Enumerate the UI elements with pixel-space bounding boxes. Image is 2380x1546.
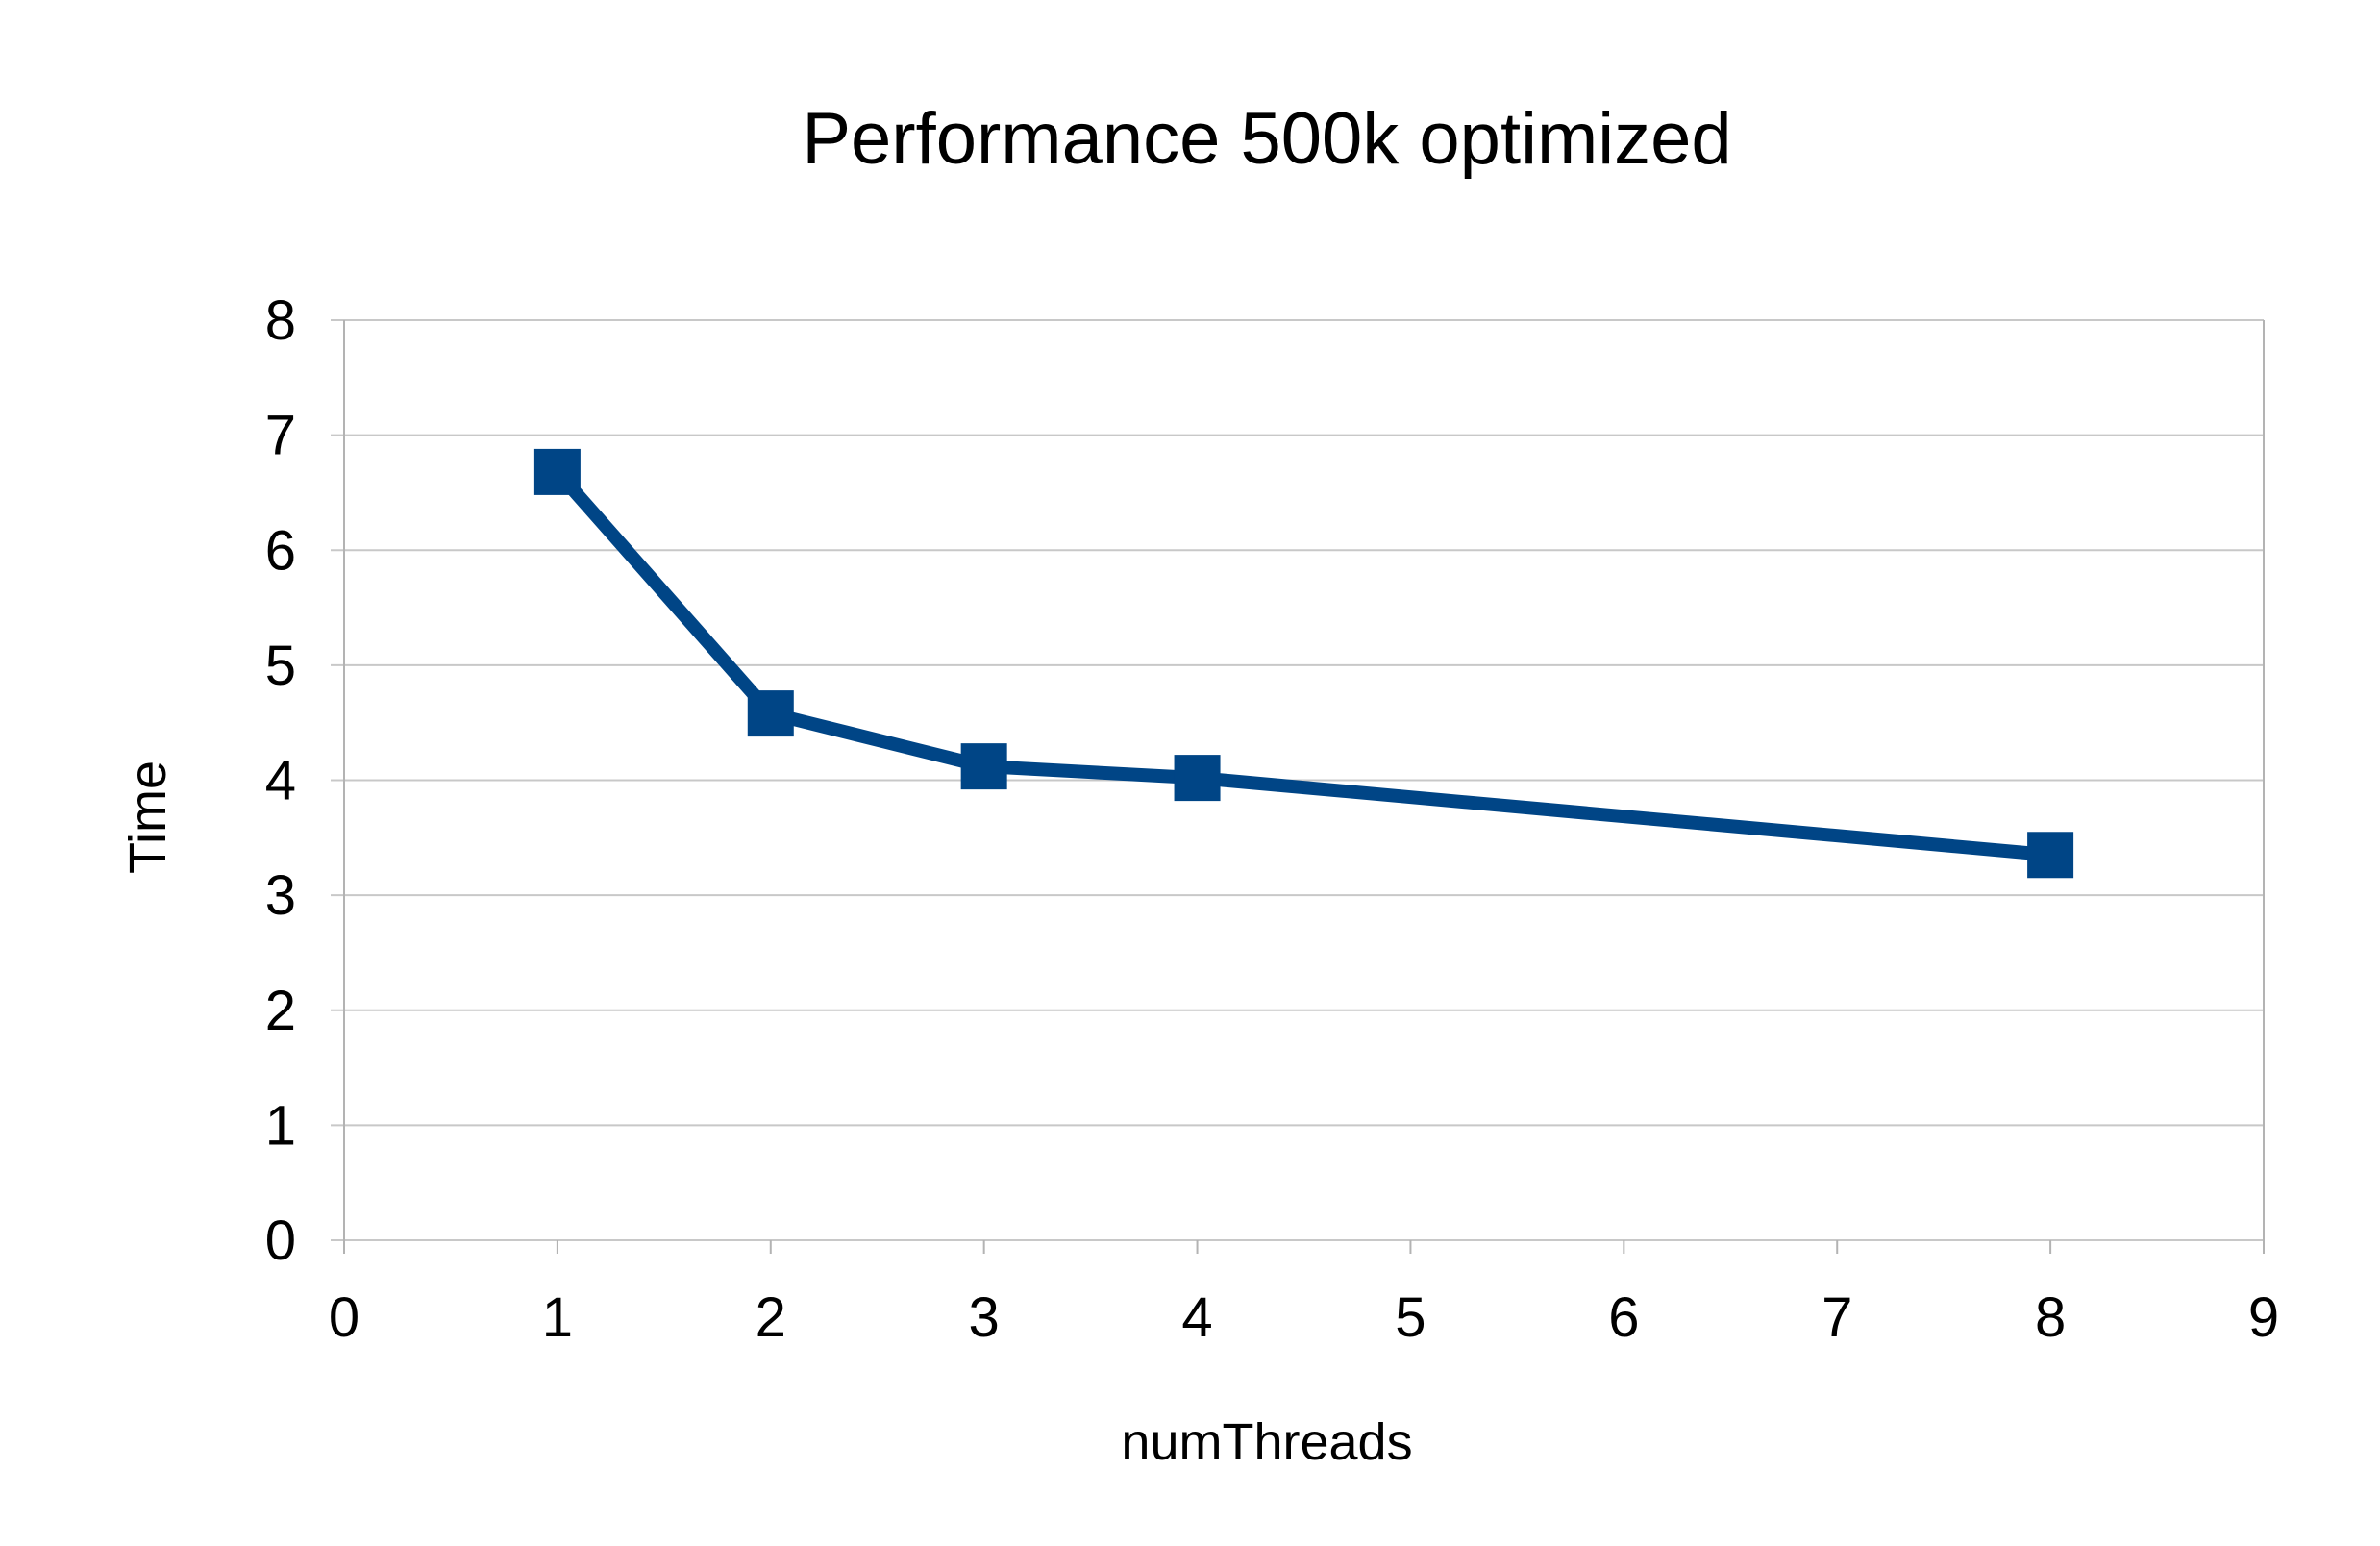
y-tick-label: 8 [265,289,296,352]
x-tick-label: 9 [2248,1286,2279,1349]
chart-title: Performance 500k optimized [802,98,1731,180]
x-axis-ticks: 0 1 2 3 4 5 6 7 8 9 [329,1286,2279,1349]
data-point-marker [533,448,581,495]
x-tick-label: 2 [756,1286,786,1349]
y-tick-label: 2 [265,980,296,1042]
x-tick-label: 0 [329,1286,359,1349]
axes [343,320,2265,1254]
data-point-marker [1174,755,1221,802]
y-tick-label: 7 [265,405,296,467]
data-series [533,448,2074,879]
x-tick-label: 7 [1822,1286,1852,1349]
y-tick-label: 6 [265,519,296,582]
x-tick-label: 4 [1181,1286,1212,1349]
y-tick-label: 3 [265,864,296,927]
x-tick-label: 3 [969,1286,1000,1349]
y-tick-label: 0 [265,1209,296,1272]
data-point-marker [960,743,1007,790]
y-axis-title: Time [119,761,177,874]
x-tick-label: 5 [1395,1286,1426,1349]
data-point-marker [747,690,794,737]
data-point-marker [2027,832,2074,879]
y-tick-label: 4 [265,750,296,812]
x-tick-label: 6 [1608,1286,1639,1349]
gridlines [331,319,2264,1241]
y-tick-label: 5 [265,635,296,697]
x-tick-label: 1 [542,1286,573,1349]
x-axis-title: numThreads [1121,1413,1412,1471]
y-tick-label: 1 [265,1094,296,1157]
y-axis-ticks: 0 1 2 3 4 5 6 7 8 [265,289,296,1272]
x-tick-label: 8 [2035,1286,2066,1349]
